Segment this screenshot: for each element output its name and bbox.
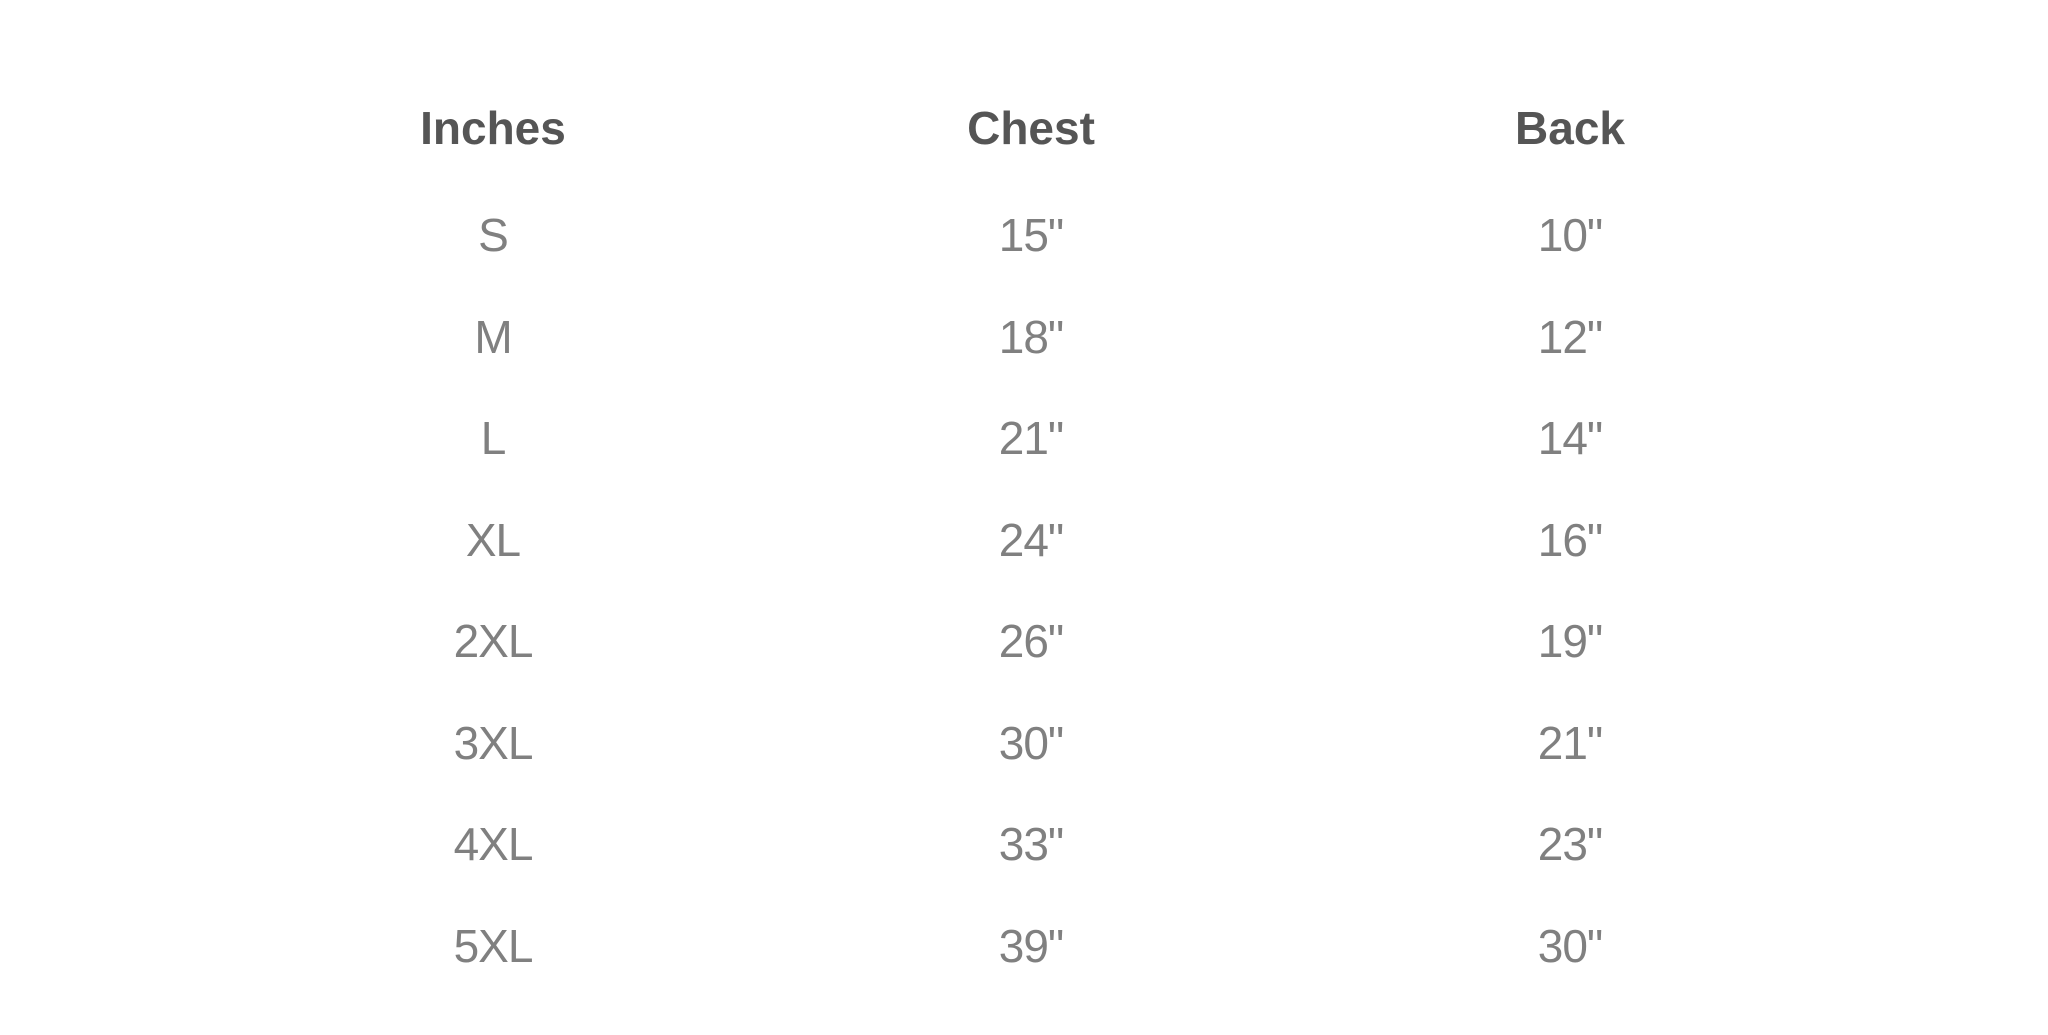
column-header: Back <box>1515 102 1625 154</box>
table-cell: 3XL <box>453 716 534 769</box>
table-cell: 23" <box>1537 818 1604 870</box>
table-cell: 24" <box>998 513 1065 566</box>
table-cell: 15" <box>998 209 1065 261</box>
table-cell: 12" <box>1537 310 1604 363</box>
column-header: Chest <box>967 102 1095 154</box>
table-cell: 5XL <box>453 919 534 972</box>
table-cell: 26" <box>998 615 1065 667</box>
table-cell: 21" <box>998 412 1065 464</box>
table-cell: S <box>478 209 509 261</box>
table-cell: 4XL <box>453 818 534 870</box>
table-cell: 18" <box>998 310 1065 363</box>
table-cell: 16" <box>1537 513 1604 566</box>
table-cell: 30" <box>1537 919 1604 972</box>
table-cell: M <box>474 310 512 363</box>
table-cell: 33" <box>998 818 1065 870</box>
table-cell: 14" <box>1537 412 1604 464</box>
table-cell: XL <box>465 513 521 566</box>
table-cell: 10" <box>1537 209 1604 261</box>
column-header: Inches <box>420 102 566 154</box>
table-cell: 30" <box>998 716 1065 769</box>
table-cell: L <box>480 412 507 464</box>
table-cell: 19" <box>1537 615 1604 667</box>
table-cell: 21" <box>1537 716 1604 769</box>
table-cell: 2XL <box>453 615 534 667</box>
table-cell: 39" <box>998 919 1065 972</box>
